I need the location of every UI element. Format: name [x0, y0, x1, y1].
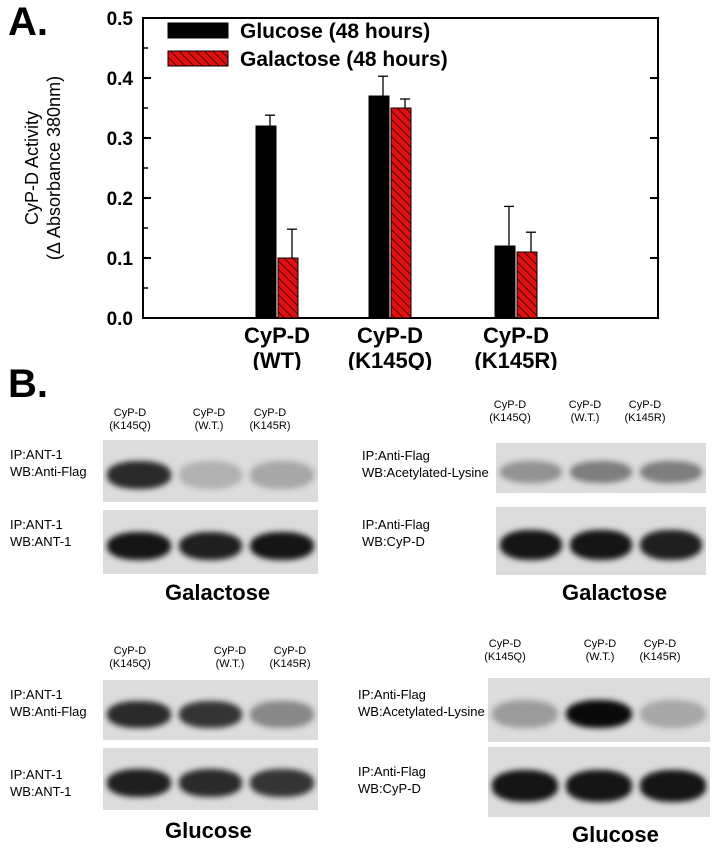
blot-band	[640, 770, 706, 802]
y-tick-label: 0.1	[107, 249, 134, 270]
blot-row-label: IP:Anti-Flag WB:Acetylated-Lysine	[362, 448, 489, 480]
blot-image	[103, 510, 318, 574]
blot-band	[640, 460, 702, 484]
lane-label: CyP-D (K145R)	[639, 638, 681, 663]
y-tick-label: 0.5	[107, 9, 134, 30]
blot-band	[566, 770, 632, 802]
x-category-label: CyP-D	[357, 323, 423, 348]
bar-1-2	[516, 251, 538, 319]
lane-label: CyP-D (K145R)	[269, 645, 311, 670]
x-category-label: (K145Q)	[348, 348, 432, 370]
blot-band	[250, 531, 314, 561]
blot-row-label: IP:ANT-1 WB:Anti-Flag	[10, 687, 87, 719]
lane-label: CyP-D (K145R)	[249, 407, 291, 432]
bar-1-0	[277, 257, 299, 319]
y-tick-label: 0.3	[107, 129, 133, 150]
blot-band	[107, 769, 171, 797]
blot-image	[103, 680, 318, 740]
blot-band	[107, 531, 171, 561]
blot-image	[496, 507, 706, 575]
blot-band	[178, 461, 243, 489]
blot-band	[492, 699, 558, 729]
blot-band	[570, 529, 632, 561]
panel-b-label: B.	[8, 362, 48, 406]
lane-label: CyP-D (W.T.)	[568, 399, 602, 424]
blot-band	[178, 531, 243, 561]
blot-row-label: IP:Anti-Flag WB:CyP-D	[358, 764, 426, 796]
y-tick-label: 0.0	[107, 309, 133, 330]
blot-row-label: IP:Anti-Flag WB:Acetylated-Lysine	[358, 687, 485, 719]
blot-row-label: IP:Anti-Flag WB:CyP-D	[362, 517, 430, 549]
bar-chart: 0.0 0.1 0.2 0.3 0.4 0.5 CyP-D Activity (Δ Absor…	[22, 9, 659, 370]
blot-image	[488, 678, 710, 742]
blot-image	[103, 748, 318, 810]
condition-label: Galactose	[562, 580, 668, 605]
y-axis-label-line1: CyP-D Activity	[22, 111, 42, 225]
lane-label: CyP-D (K145Q)	[109, 407, 151, 432]
blot-band	[492, 770, 558, 802]
condition-label: Galactose	[165, 580, 271, 605]
blot-row-label: IP:ANT-1 WB:ANT-1	[10, 517, 72, 549]
y-tick-label: 0.2	[107, 189, 133, 210]
x-category-label: (K145R)	[474, 348, 557, 370]
legend-swatch-1	[167, 50, 229, 67]
legend-label-0: Glucose (48 hours)	[240, 20, 430, 43]
blot-band	[640, 529, 702, 561]
lane-label: CyP-D (K145R)	[624, 399, 666, 424]
x-category-label: CyP-D	[483, 323, 549, 348]
blot-band	[570, 460, 632, 484]
blot-band	[250, 769, 314, 797]
blot-band	[250, 700, 314, 728]
lane-label: CyP-D (W.T.)	[583, 638, 617, 663]
x-category-label: CyP-D	[244, 323, 310, 348]
blot-image	[496, 443, 706, 493]
bar-1-1	[390, 107, 412, 319]
blot-band	[178, 700, 243, 728]
legend-swatch-0	[167, 22, 229, 39]
y-axis-label-line2: (Δ Absorbance 380nm)	[44, 76, 64, 260]
lane-label: CyP-D (K145Q)	[109, 645, 151, 670]
x-category-label: (WT)	[253, 348, 302, 370]
condition-label: Glucose	[572, 822, 659, 847]
lane-label: CyP-D (W.T.)	[213, 645, 247, 670]
lane-label: CyP-D (K145Q)	[489, 399, 531, 424]
condition-label: Glucose	[165, 818, 252, 843]
bar-0-0	[255, 125, 277, 319]
bar-0-2	[494, 245, 516, 319]
blot-band	[500, 460, 562, 484]
blot-image	[488, 747, 710, 817]
blot-band	[500, 529, 562, 561]
lane-label: CyP-D (W.T.)	[192, 407, 226, 432]
blot-band	[178, 769, 243, 797]
blot-band	[107, 461, 171, 489]
bar-0-1	[368, 95, 390, 319]
blot-row-label: IP:ANT-1 WB:ANT-1	[10, 767, 72, 799]
panel-a-label: A.	[8, 0, 48, 44]
blot-band	[250, 461, 314, 489]
blot-band	[640, 699, 706, 729]
blot-row-label: IP:ANT-1 WB:Anti-Flag	[10, 447, 87, 479]
blot-band	[107, 700, 171, 728]
lane-label: CyP-D (K145Q)	[484, 638, 526, 663]
legend-label-1: Galactose (48 hours)	[240, 48, 448, 71]
y-tick-label: 0.4	[107, 69, 134, 90]
blot-image	[103, 440, 318, 502]
blot-band	[566, 699, 632, 729]
